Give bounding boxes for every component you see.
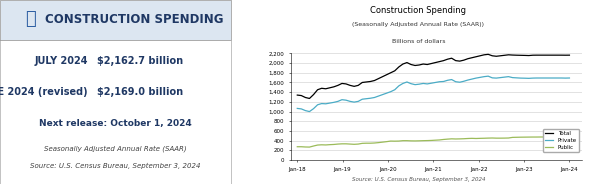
Private [545, 77, 553, 79]
Public [293, 146, 301, 148]
Public [513, 136, 520, 138]
Private [497, 77, 504, 79]
Public [545, 136, 553, 138]
Private [517, 77, 524, 79]
Public [493, 137, 500, 139]
Private [306, 110, 313, 113]
Total [481, 54, 488, 56]
Public [306, 146, 313, 148]
Text: $2,162.7 billion: $2,162.7 billion [97, 56, 183, 66]
Total [550, 54, 557, 56]
Private [566, 77, 573, 79]
Public [566, 136, 573, 138]
Total [306, 97, 313, 100]
Total [293, 94, 301, 96]
Total [541, 54, 548, 56]
Private [485, 75, 492, 77]
Private [550, 77, 557, 79]
Text: (Seasonally Adjusted Annual Rate (SAAR)): (Seasonally Adjusted Annual Rate (SAAR)) [353, 22, 485, 27]
Line: Private: Private [297, 76, 569, 112]
Text: Next release: October 1, 2024: Next release: October 1, 2024 [39, 119, 192, 128]
Text: Source: U.S. Census Bureau, September 3, 2024: Source: U.S. Census Bureau, September 3,… [30, 162, 201, 169]
Line: Total: Total [297, 54, 569, 98]
Bar [0, 0, 231, 40]
Total [517, 54, 524, 56]
Text: Billions of dollars: Billions of dollars [392, 39, 445, 44]
Text: ⛏: ⛏ [25, 10, 35, 28]
Private [293, 107, 301, 109]
Text: JUNE 2024 (revised): JUNE 2024 (revised) [0, 87, 88, 97]
Line: Public: Public [297, 137, 569, 147]
Text: Seasonally Adjusted Annual Rate (SAAR): Seasonally Adjusted Annual Rate (SAAR) [44, 146, 187, 152]
Private [541, 77, 548, 79]
Total [566, 54, 573, 56]
Public [541, 136, 548, 138]
Total [497, 55, 504, 57]
Private [481, 76, 488, 78]
Total [485, 53, 492, 55]
Public [481, 137, 488, 139]
Text: CONSTRUCTION SPENDING: CONSTRUCTION SPENDING [45, 13, 223, 26]
Total [545, 54, 553, 56]
Bar [0, 40, 231, 184]
Text: JULY 2024: JULY 2024 [34, 56, 88, 66]
Text: $2,169.0 billion: $2,169.0 billion [97, 87, 183, 97]
Public [550, 136, 557, 138]
Text: Source: U.S. Census Bureau, September 3, 2024: Source: U.S. Census Bureau, September 3,… [352, 177, 485, 182]
Public [538, 136, 545, 138]
Legend: Total, Private, Public: Total, Private, Public [543, 129, 579, 152]
Text: Construction Spending: Construction Spending [371, 6, 467, 15]
